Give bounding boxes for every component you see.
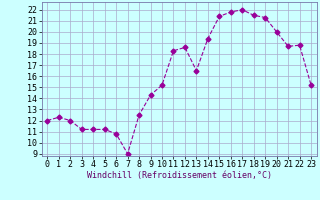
X-axis label: Windchill (Refroidissement éolien,°C): Windchill (Refroidissement éolien,°C) — [87, 171, 272, 180]
